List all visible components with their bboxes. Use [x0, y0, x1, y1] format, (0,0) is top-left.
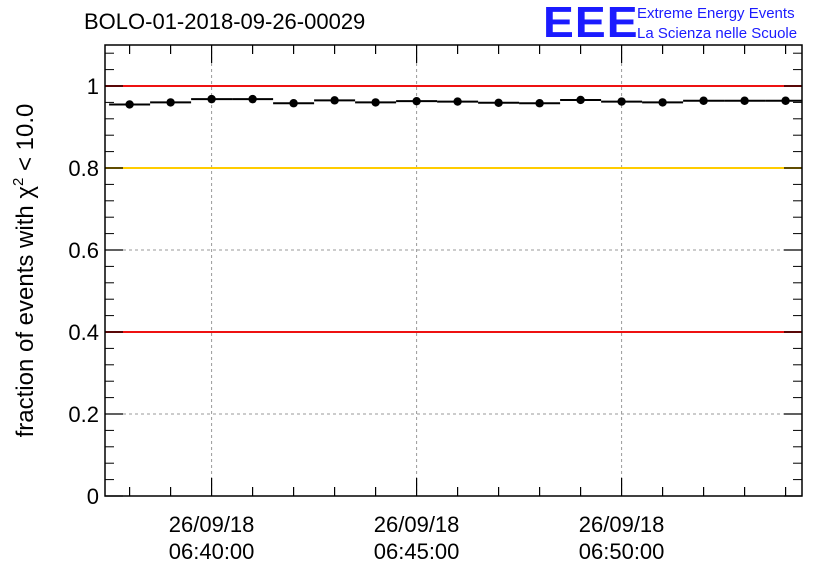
- data-point: [781, 96, 790, 105]
- data-point: [125, 100, 134, 109]
- data-point: [207, 94, 216, 104]
- logo-mark: EEE: [543, 0, 639, 47]
- data-point: [535, 99, 544, 108]
- data-point: [166, 98, 175, 107]
- y-tick-label: 1: [87, 74, 99, 99]
- data-point: [289, 99, 298, 108]
- plot-frame: [104, 44, 803, 497]
- y-tick-label: 0.4: [68, 320, 99, 345]
- data-point: [412, 96, 421, 106]
- y-tick-label: 0: [87, 484, 99, 509]
- data-point: [617, 97, 626, 106]
- data-point: [699, 96, 708, 105]
- logo-line-1: Extreme Energy Events: [637, 5, 795, 22]
- data-point: [576, 95, 585, 105]
- y-tick-label: 0.8: [68, 156, 99, 181]
- data-point: [740, 96, 749, 105]
- data-point: [658, 98, 667, 107]
- y-tick-label: 0.2: [68, 402, 99, 427]
- y-tick-label: 0.6: [68, 238, 99, 263]
- data-point: [371, 98, 380, 107]
- data-point: [453, 97, 462, 106]
- data-point: [494, 98, 503, 108]
- eee-logo: EEE Extreme Energy Events La Scienza nel…: [543, 0, 833, 47]
- logo-line-2: La Scienza nelle Scuole: [637, 25, 798, 42]
- x-tick-label-time: 06:45:00: [374, 539, 460, 564]
- x-tick-label-date: 26/09/18: [579, 512, 665, 537]
- data-point: [330, 96, 339, 105]
- data-point: [248, 94, 257, 104]
- x-tick-label-time: 06:50:00: [579, 539, 665, 564]
- x-tick-label-date: 26/09/18: [169, 512, 255, 537]
- y-axis-label: fraction of events with χ2 < 10.0: [10, 104, 39, 438]
- x-tick-label-time: 06:40:00: [169, 539, 255, 564]
- chart-title: BOLO-01-2018-09-26-00029: [84, 9, 366, 34]
- x-tick-label-date: 26/09/18: [374, 512, 460, 537]
